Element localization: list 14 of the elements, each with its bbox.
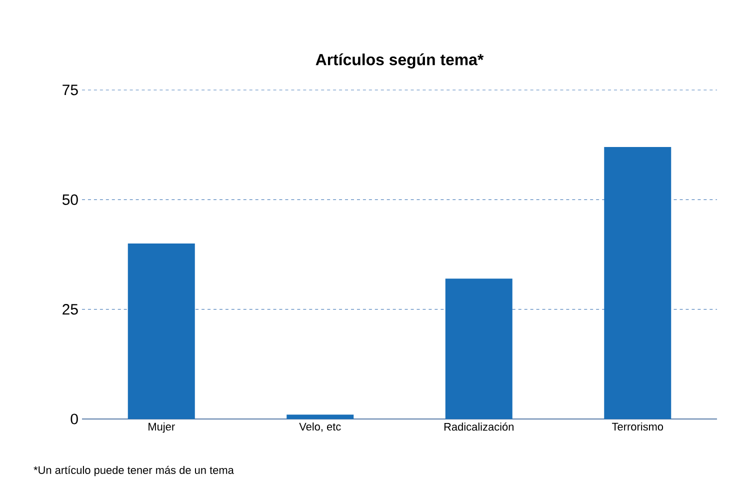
bar — [604, 147, 672, 419]
x-tick-label: Velo, etc — [299, 422, 341, 432]
x-tick-label: Radicalización — [444, 422, 514, 431]
y-tick-label: 25 — [62, 304, 78, 315]
y-tick-label: 50 — [62, 194, 78, 205]
x-tick-label: Terrorismo — [612, 422, 664, 431]
bar — [445, 278, 512, 419]
y-tick-label: 75 — [62, 84, 78, 96]
text: *Un artículo puede tener más de un tema — [34, 466, 234, 476]
y-tick-label: 0 — [70, 414, 78, 424]
chart-title: Artículos según tema* — [316, 53, 484, 68]
x-tick-label: Mujer — [148, 422, 175, 433]
bar — [286, 414, 354, 419]
bar — [128, 244, 195, 419]
